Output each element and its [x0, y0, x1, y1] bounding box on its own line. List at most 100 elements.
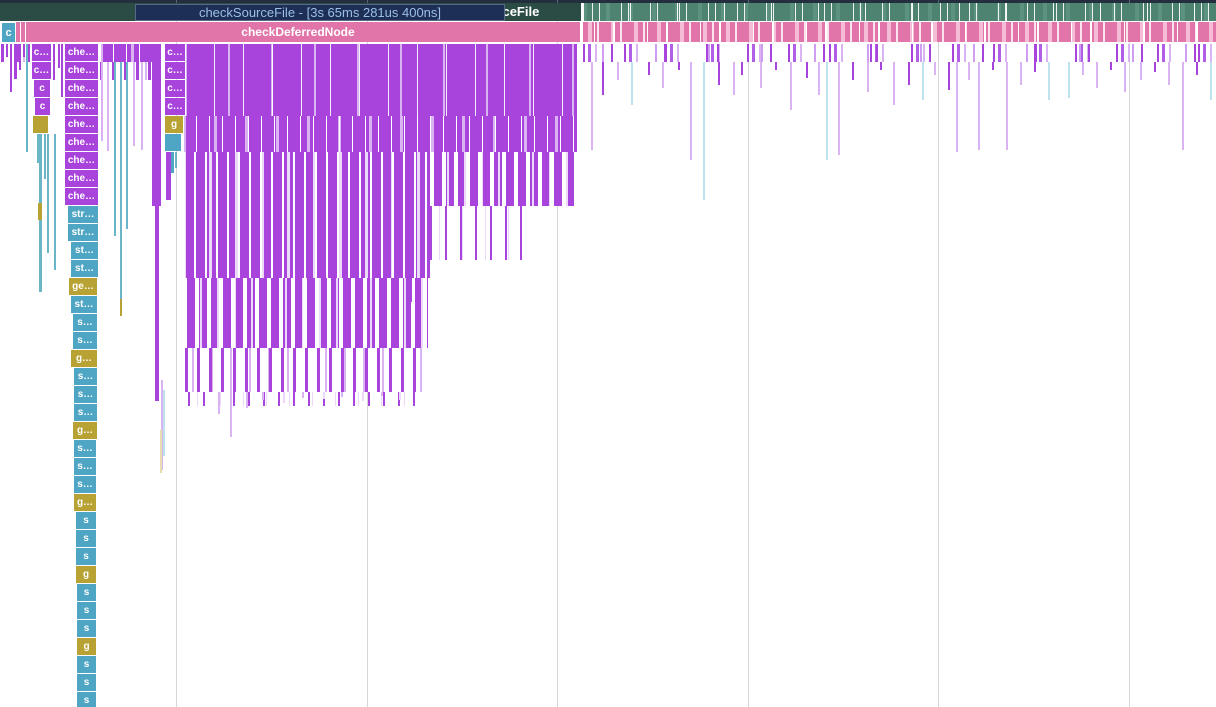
- flame-bar[interactable]: [826, 62, 828, 160]
- flame-bar[interactable]: [171, 152, 174, 173]
- flame-bar[interactable]: [790, 62, 792, 110]
- flame-bar[interactable]: [760, 62, 762, 88]
- flame-bar[interactable]: [631, 62, 633, 105]
- flame-bar[interactable]: [54, 134, 56, 270]
- flame-bar[interactable]: [23, 44, 25, 57]
- flame-dense-region[interactable]: [100, 44, 160, 62]
- flame-frame[interactable]: s…: [73, 314, 97, 331]
- flame-bar[interactable]: [323, 392, 325, 399]
- flame-frame[interactable]: c…: [32, 44, 51, 61]
- flame-bar[interactable]: [893, 62, 895, 105]
- flame-frame[interactable]: [33, 116, 48, 133]
- flame-bar[interactable]: [806, 62, 808, 78]
- flame-frame[interactable]: c…: [32, 62, 51, 79]
- flame-bar[interactable]: [218, 392, 220, 414]
- flame-frame[interactable]: s: [77, 692, 96, 707]
- flame-dense-region[interactable]: [185, 44, 577, 116]
- flame-bar[interactable]: [922, 62, 924, 100]
- flame-bar[interactable]: [867, 62, 869, 92]
- flame-frame[interactable]: che…: [65, 116, 98, 133]
- flame-bar[interactable]: [591, 62, 593, 150]
- flame-frame[interactable]: s…: [74, 458, 96, 475]
- flame-frame[interactable]: str…: [68, 206, 98, 223]
- flame-frame[interactable]: s: [77, 656, 96, 673]
- flame-bar[interactable]: [978, 62, 980, 150]
- flame-bar[interactable]: [1096, 62, 1098, 88]
- flame-bar[interactable]: [1110, 62, 1112, 70]
- flame-frame[interactable]: s…: [74, 476, 96, 493]
- frame-check-prefix[interactable]: c: [2, 23, 15, 42]
- flame-bar[interactable]: [852, 62, 854, 80]
- flame-bar[interactable]: [120, 299, 122, 316]
- flame-bar[interactable]: [107, 62, 109, 151]
- flame-frame[interactable]: che…: [65, 80, 98, 97]
- flame-bar[interactable]: [602, 62, 604, 95]
- flame-dense-region[interactable]: [183, 278, 428, 348]
- flame-bar[interactable]: [718, 62, 720, 85]
- flame-bar[interactable]: [126, 62, 128, 229]
- flame-bar[interactable]: [26, 44, 28, 152]
- flame-bar[interactable]: [775, 62, 777, 70]
- flame-bar[interactable]: [166, 152, 171, 200]
- flame-frame[interactable]: s: [76, 548, 96, 565]
- flame-frame[interactable]: s: [76, 530, 96, 547]
- flame-frame[interactable]: s: [77, 584, 96, 601]
- flame-bar[interactable]: [175, 152, 177, 168]
- flame-bar[interactable]: [1082, 62, 1084, 75]
- flame-bar[interactable]: [302, 392, 304, 398]
- flame-frame[interactable]: che…: [65, 152, 98, 169]
- flame-bar[interactable]: [838, 62, 840, 155]
- flame-frame[interactable]: c…: [165, 80, 185, 97]
- flame-frame[interactable]: ge…: [69, 278, 97, 295]
- flame-frame[interactable]: che…: [65, 170, 98, 187]
- flame-bar[interactable]: [47, 134, 49, 253]
- flame-dense-region[interactable]: [430, 152, 577, 206]
- flame-bar[interactable]: [141, 62, 143, 150]
- flame-frame[interactable]: c: [34, 80, 50, 97]
- flame-frame[interactable]: c…: [165, 98, 185, 115]
- flame-bar[interactable]: [37, 134, 39, 163]
- flame-frame[interactable]: c…: [165, 62, 185, 79]
- flame-bar[interactable]: [1124, 62, 1126, 92]
- flame-bar[interactable]: [1196, 62, 1198, 75]
- flame-bar[interactable]: [908, 62, 910, 85]
- flame-bar[interactable]: [948, 62, 950, 90]
- flame-bar[interactable]: [1168, 62, 1170, 85]
- flame-frame[interactable]: s…: [74, 386, 97, 403]
- flame-bar[interactable]: [155, 206, 159, 401]
- flame-frame[interactable]: g…: [74, 494, 96, 511]
- flame-bar[interactable]: [38, 203, 42, 220]
- flame-bar[interactable]: [1, 44, 4, 62]
- flame-bar[interactable]: [880, 62, 882, 70]
- flame-frame[interactable]: s: [76, 512, 96, 529]
- flame-frame[interactable]: che…: [65, 62, 98, 79]
- flame-frame[interactable]: che…: [65, 134, 98, 151]
- flame-frame[interactable]: c: [35, 98, 50, 115]
- flame-bar[interactable]: [1034, 62, 1036, 72]
- flame-bar[interactable]: [246, 392, 248, 408]
- flame-dense-region[interactable]: [183, 206, 430, 278]
- flame-bar[interactable]: [703, 62, 705, 200]
- frame-check-deferred-node[interactable]: checkDeferredNode: [16, 22, 580, 42]
- flame-frame[interactable]: s…: [74, 368, 97, 385]
- flame-dense-region[interactable]: [430, 206, 530, 260]
- flame-frame[interactable]: str…: [68, 224, 98, 241]
- flame-bar[interactable]: [662, 62, 664, 88]
- flame-bar[interactable]: [690, 62, 692, 160]
- flame-frame[interactable]: che…: [65, 188, 98, 205]
- flame-frame[interactable]: s: [77, 674, 96, 691]
- flame-bar[interactable]: [1048, 62, 1050, 100]
- flame-dense-region[interactable]: [185, 348, 425, 392]
- flame-bar[interactable]: [1210, 62, 1212, 100]
- flame-frame[interactable]: g…: [73, 422, 97, 439]
- flame-frame[interactable]: g: [165, 116, 183, 133]
- flame-bar[interactable]: [53, 44, 55, 80]
- flame-bar[interactable]: [617, 62, 619, 80]
- root-row-segments[interactable]: [583, 3, 1216, 21]
- flame-frame[interactable]: g: [77, 638, 96, 655]
- flame-bar[interactable]: [741, 62, 743, 75]
- flame-frame[interactable]: st…: [71, 260, 98, 277]
- flame-bar[interactable]: [152, 44, 161, 206]
- flame-frame[interactable]: g…: [71, 350, 97, 367]
